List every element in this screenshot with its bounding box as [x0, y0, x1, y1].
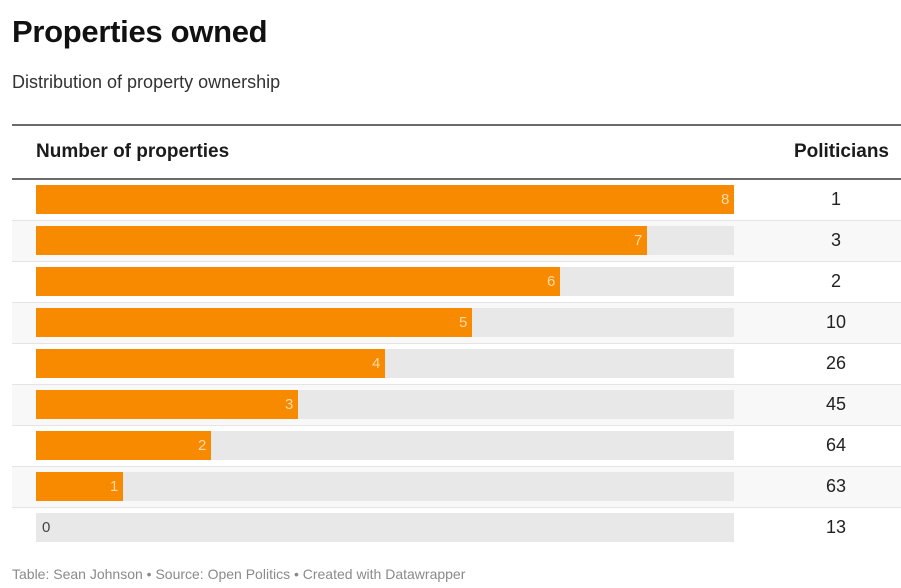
bar-label: 5 [459, 314, 468, 331]
bar-properties-6 [36, 267, 560, 296]
politicians-count: 26 [825, 353, 847, 373]
chart-title: Properties owned [12, 14, 268, 49]
table-body: 8 1 7 3 6 2 5 10 4 26 3 45 2 64 1 63 0 13 [12, 180, 901, 548]
politicians-count: 1 [830, 189, 841, 209]
chart-footer: Table: Sean Johnson • Source: Open Polit… [12, 566, 466, 582]
column-header-properties[interactable]: Number of properties [36, 141, 230, 162]
table-row: 1 63 [12, 467, 901, 508]
chart-subtitle: Distribution of property ownership [12, 72, 281, 92]
politicians-count: 13 [825, 517, 847, 537]
table-row: 4 26 [12, 344, 901, 385]
bar-track: 1 [36, 472, 734, 501]
bar-label: 1 [110, 478, 119, 495]
bar-track: 6 [36, 267, 734, 296]
politicians-count: 45 [825, 394, 847, 414]
politicians-count: 63 [825, 476, 847, 496]
bar-label: 4 [372, 355, 381, 372]
table-row: 2 64 [12, 426, 901, 467]
politicians-count: 2 [830, 271, 841, 291]
bar-label: 0 [42, 519, 51, 536]
bar-properties-3 [36, 390, 298, 419]
bar-properties-1 [36, 472, 123, 501]
bar-label: 3 [285, 396, 294, 413]
bar-track: 8 [36, 185, 734, 214]
bar-label: 8 [721, 191, 730, 208]
bar-track: 5 [36, 308, 734, 337]
table-header: Number of properties Politicians [12, 124, 901, 180]
bar-track: 7 [36, 226, 734, 255]
politicians-count: 10 [825, 312, 847, 332]
bar-properties-2 [36, 431, 211, 460]
politicians-count: 3 [830, 230, 841, 250]
bar-label: 2 [198, 437, 207, 454]
bar-track: 2 [36, 431, 734, 460]
table-row: 5 10 [12, 303, 901, 344]
bar-properties-7 [36, 226, 647, 255]
bar-properties-5 [36, 308, 472, 337]
bar-properties-8 [36, 185, 734, 214]
column-header-politicians[interactable]: Politicians [793, 141, 889, 162]
bar-track: 0 [36, 513, 734, 542]
politicians-count: 64 [825, 435, 847, 455]
bar-track: 4 [36, 349, 734, 378]
table-row: 3 45 [12, 385, 901, 426]
bar-label: 6 [547, 273, 556, 290]
bar-properties-4 [36, 349, 385, 378]
bar-label: 7 [634, 232, 643, 249]
bar-track: 3 [36, 390, 734, 419]
table-row: 0 13 [12, 508, 901, 548]
